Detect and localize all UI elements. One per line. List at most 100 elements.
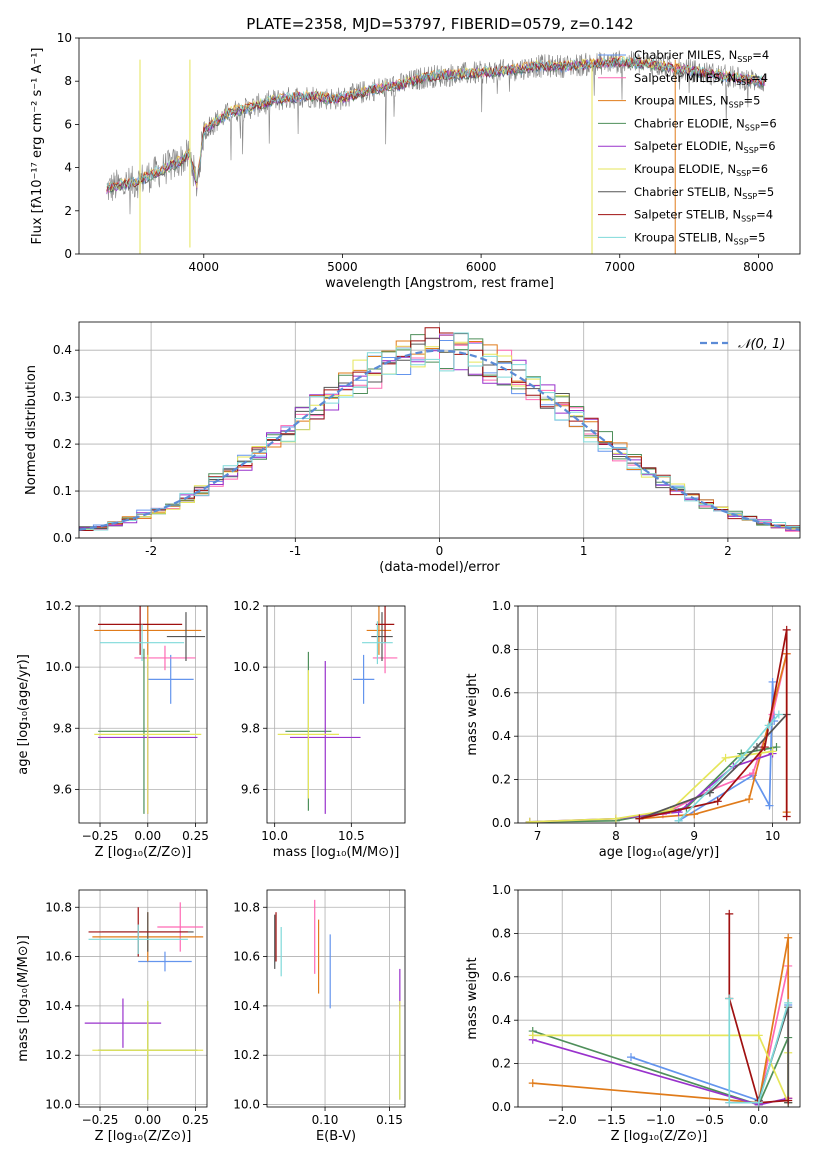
x-tick-label: 8	[612, 829, 620, 843]
y-tick-label: 0	[64, 247, 72, 261]
x-tick-label: 10.5	[338, 829, 365, 843]
y-tick-label: 0.4	[53, 343, 72, 357]
y-tick-label: 10.8	[45, 900, 72, 914]
y-tick-label: 10.2	[233, 599, 260, 613]
y-tick-label: 10.2	[233, 1048, 260, 1062]
axes-frame	[78, 605, 208, 824]
y-tick-label: 0.2	[492, 1057, 511, 1071]
weight-marker	[764, 721, 773, 730]
x-tick-label: 8000	[743, 260, 774, 274]
x-tick-label: 0.00	[134, 1113, 161, 1127]
x-tick-label: −0.5	[695, 1113, 724, 1127]
weight-marker	[725, 909, 734, 918]
x-axis-label: mass [log₁₀(M/M⊙)]	[273, 845, 400, 860]
legend-entry: 𝒩(0, 1)	[738, 337, 785, 352]
x-tick-label: 0.25	[182, 829, 209, 843]
x-axis-label: Z [log₁₀(Z/Z⊙)]	[95, 1129, 192, 1144]
x-tick-label: −1.0	[646, 1113, 675, 1127]
x-axis-label: Z [log₁₀(Z/Z⊙)]	[611, 1129, 708, 1144]
weight-marker	[713, 797, 722, 806]
axes-frame	[266, 605, 406, 824]
x-tick-label: 5000	[327, 260, 358, 274]
y-tick-label: 10.2	[45, 1048, 72, 1062]
weight-marker	[611, 814, 620, 823]
chart-age-mass: 10.0 10.5 9.6 9.8 10.0 10.2 mass [log₁₀(M/M⊙)]	[233, 599, 406, 860]
legend-entry: Kroupa ELODIE, NSSP=6	[634, 162, 768, 178]
y-tick-label: 4	[64, 161, 72, 175]
chart-weight-age: 7 8 9 10 0.0 0.2 0.4 0.6 0.8 1.0 age [log₁₀(age/yr…	[465, 599, 801, 860]
weight-marker	[782, 812, 791, 821]
x-tick-label: 6000	[466, 260, 497, 274]
y-axis-label: mass [log₁₀(M/M⊙)]	[16, 935, 31, 1062]
weight-marker	[626, 1053, 635, 1062]
weight-line	[677, 713, 780, 822]
weight-marker	[725, 994, 734, 1003]
axes-frame	[78, 37, 801, 255]
y-tick-label: 0.8	[492, 642, 511, 656]
spectrum-legend: Chabrier MILES, NSSP=4 Salpeter MILES, NS…	[598, 48, 777, 246]
y-tick-label: 0.0	[492, 816, 511, 830]
y-tick-label: 0.2	[492, 773, 511, 787]
residual-histogram	[79, 332, 800, 531]
x-tick-label: 1	[580, 544, 588, 558]
weight-marker	[774, 710, 783, 719]
x-tick-label: 7	[534, 829, 542, 843]
x-tick-label: 0.00	[134, 829, 161, 843]
y-axis-label: age [log₁₀(age/yr)]	[16, 654, 31, 775]
weight-marker	[765, 801, 774, 810]
weight-marker	[674, 816, 683, 823]
plot-area	[274, 899, 401, 1100]
weight-marker	[635, 814, 644, 823]
weight-marker	[745, 795, 754, 804]
chart-mass-Z: −0.25 0.00 0.25 10.0 10.2 10.4 10.6 10.8 Z [log₁…	[16, 889, 209, 1144]
chart-weight-Z: −2.0 −1.5 −1.0 −0.5 0.0 0.0 0.2 0.4 0.6 0.8 1.0 Z […	[465, 883, 801, 1144]
plot-area	[79, 327, 800, 532]
y-tick-label: 10.0	[233, 1098, 260, 1112]
x-axis-label: (data-model)/error	[379, 560, 500, 575]
plot-area	[84, 902, 204, 1100]
y-tick-label: 0.4	[492, 1013, 511, 1027]
y-tick-label: 0.6	[492, 970, 511, 984]
x-tick-label: −0.25	[82, 1113, 119, 1127]
plot-area	[106, 50, 766, 254]
legend-entry: Salpeter ELODIE, NSSP=6	[634, 139, 776, 155]
y-tick-label: 0.6	[492, 686, 511, 700]
legend-entry: Chabrier ELODIE, NSSP=6	[634, 116, 777, 132]
x-tick-label: 9	[690, 829, 698, 843]
weight-line	[639, 713, 788, 820]
model-spectrum	[106, 57, 766, 193]
legend-entry: Chabrier STELIB, NSSP=5	[634, 185, 774, 201]
y-tick-label: 9.6	[241, 782, 260, 796]
model-spectrum	[106, 56, 766, 190]
weight-marker	[772, 743, 781, 752]
chart-mass-ebv: 0.10 0.15 10.0 10.2 10.4 10.6 10.8 E(B-V)	[233, 889, 406, 1144]
axes-frame	[517, 889, 801, 1108]
y-tick-label: 0.1	[53, 484, 72, 498]
chart-age-Z: −0.25 0.00 0.25 9.6 9.8 10.0 10.2 Z [log₁₀(Z/Z⊙…	[16, 599, 209, 860]
plot-area	[94, 606, 206, 814]
axes-frame	[266, 889, 406, 1108]
x-tick-label: 0.15	[376, 1113, 403, 1127]
x-tick-label: −2.0	[548, 1113, 577, 1127]
y-axis-label: Normed distribution	[24, 365, 39, 495]
y-axis-label: mass weight	[465, 673, 480, 755]
x-tick-label: 0.0	[749, 1113, 768, 1127]
weight-marker	[528, 1031, 537, 1040]
weight-marker	[721, 753, 730, 762]
weight-marker	[525, 817, 534, 823]
x-tick-label: 4000	[189, 260, 220, 274]
weight-marker	[768, 747, 777, 756]
y-axis-label: Flux [fλ10⁻¹⁷ erg cm⁻² s⁻¹ A⁻¹]	[30, 48, 45, 245]
y-tick-label: 9.8	[53, 721, 72, 735]
x-tick-label: −1.5	[597, 1113, 626, 1127]
x-axis-label: E(B-V)	[316, 1129, 356, 1144]
figure-title: PLATE=2358, MJD=53797, FIBERID=0579, z=0…	[246, 15, 633, 33]
chart-spectrum: 4000 5000 6000 7000 8000 0 2 4 6 8 10 wavelength [A…	[30, 31, 801, 291]
x-tick-label: −0.25	[82, 829, 119, 843]
y-tick-label: 10.0	[45, 660, 72, 674]
legend-entry: Kroupa STELIB, NSSP=5	[634, 230, 765, 246]
y-tick-label: 0.3	[53, 390, 72, 404]
gaussian-curve	[79, 349, 800, 531]
weight-line	[728, 913, 789, 1104]
